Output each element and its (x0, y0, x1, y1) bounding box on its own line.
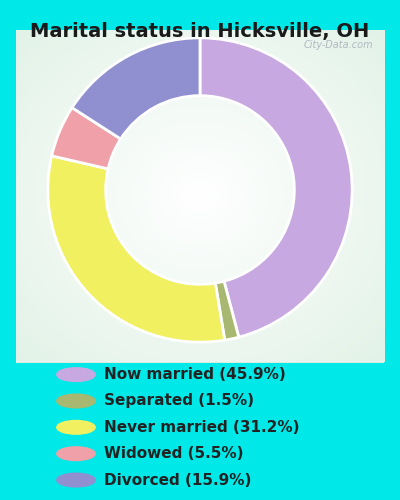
Text: Divorced (15.9%): Divorced (15.9%) (104, 472, 251, 488)
Text: Widowed (5.5%): Widowed (5.5%) (104, 446, 244, 461)
Wedge shape (215, 281, 239, 340)
Wedge shape (52, 108, 121, 169)
Circle shape (57, 394, 95, 408)
Text: Separated (1.5%): Separated (1.5%) (104, 394, 254, 408)
Text: City-Data.com: City-Data.com (303, 40, 373, 50)
Circle shape (57, 447, 95, 460)
Wedge shape (200, 38, 352, 337)
Circle shape (57, 420, 95, 434)
Text: Marital status in Hicksville, OH: Marital status in Hicksville, OH (30, 22, 370, 42)
Text: Never married (31.2%): Never married (31.2%) (104, 420, 300, 435)
Wedge shape (72, 38, 200, 139)
Circle shape (57, 368, 95, 382)
Wedge shape (48, 156, 225, 342)
Circle shape (57, 473, 95, 487)
Text: Now married (45.9%): Now married (45.9%) (104, 367, 286, 382)
